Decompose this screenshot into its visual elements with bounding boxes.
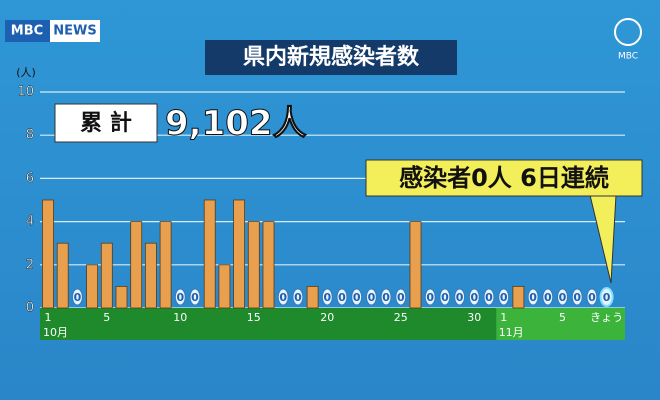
y-unit: (人)	[16, 66, 36, 79]
x-tick-label: 5	[103, 311, 110, 324]
y-tick-label: 10	[17, 85, 34, 100]
zero-label: 0	[485, 291, 493, 304]
y-tick-label: 8	[26, 128, 34, 143]
zero-marker	[586, 288, 598, 306]
x-tick-label: 1	[500, 311, 507, 324]
bar	[130, 221, 143, 309]
bar	[409, 221, 422, 309]
month-label: 10月	[43, 326, 68, 339]
zero-marker	[498, 288, 510, 306]
zero-label: 0	[544, 291, 552, 304]
zero-label: 0	[397, 291, 405, 304]
logo: NEWS	[53, 24, 96, 39]
zero-marker	[439, 288, 451, 306]
y-tick-label: 6	[26, 171, 34, 186]
bar	[203, 199, 216, 309]
zero-label: 0	[559, 291, 567, 304]
x-tick-label: 15	[247, 311, 261, 324]
logo-circle	[614, 18, 642, 46]
zero-marker	[557, 288, 568, 306]
zero-label: 0	[426, 291, 434, 304]
bar	[159, 221, 172, 309]
zero-marker	[483, 288, 495, 306]
bar	[42, 199, 54, 309]
zero-marker	[292, 288, 304, 306]
x-tick-label: 20	[320, 311, 334, 324]
bar	[512, 285, 525, 309]
zero-label: 0	[603, 291, 611, 304]
zero-marker	[599, 287, 614, 307]
x-tick-label: 25	[394, 311, 408, 324]
zero-marker	[542, 288, 554, 306]
zero-marker	[321, 288, 333, 306]
x-tick-label: 10	[173, 311, 187, 324]
zero-marker	[424, 288, 436, 306]
callout: 感染者0人 6日連続	[399, 164, 609, 192]
zero-label: 0	[500, 291, 508, 304]
zero-marker	[174, 288, 186, 306]
bar	[56, 242, 69, 309]
zero-label: 0	[470, 291, 478, 304]
zero-label: 0	[176, 291, 184, 304]
zero-marker	[189, 288, 201, 306]
bar	[218, 264, 231, 309]
logo: MBC	[618, 52, 638, 62]
zero-marker	[395, 288, 407, 306]
y-tick-label: 0	[26, 301, 34, 316]
zero-marker	[380, 288, 392, 306]
zero-label: 0	[441, 291, 449, 304]
month-band	[496, 308, 625, 340]
bar	[233, 199, 246, 309]
bar	[306, 285, 319, 309]
x-tick-label: 5	[559, 311, 566, 324]
zero-marker	[277, 288, 289, 306]
x-tick-label: きょう	[590, 311, 623, 324]
zero-label: 0	[279, 291, 287, 304]
zero-label: 0	[338, 291, 346, 304]
bar	[247, 221, 260, 309]
zero-label: 0	[382, 291, 390, 304]
zero-label: 0	[191, 291, 199, 304]
zero-marker	[365, 288, 377, 306]
zero-label: 0	[588, 291, 596, 304]
zero-label: 0	[456, 291, 464, 304]
chart-title: 県内新規感染者数	[243, 44, 420, 70]
title-box	[205, 40, 457, 75]
bar	[100, 242, 113, 309]
total-value: 9,102人	[165, 104, 307, 144]
bar	[144, 242, 157, 309]
y-tick-label: 4	[26, 214, 34, 229]
zero-label: 0	[353, 291, 361, 304]
callout-box	[365, 159, 643, 197]
zero-marker	[527, 288, 539, 306]
zero-label: 0	[294, 291, 302, 304]
logo: MBC	[11, 24, 43, 39]
month-label: 11月	[499, 326, 524, 339]
zero-marker	[336, 288, 348, 306]
x-tick-label: 1	[45, 311, 52, 324]
logo-box	[5, 20, 50, 42]
total-label: 累 計	[80, 110, 132, 136]
bar	[115, 285, 128, 309]
zero-marker	[351, 288, 363, 306]
bar	[262, 221, 275, 309]
bar	[86, 264, 98, 309]
zero-marker	[468, 288, 480, 306]
logo-box	[50, 20, 100, 42]
y-tick-label: 2	[26, 257, 34, 272]
zero-marker	[454, 288, 466, 306]
zero-label: 0	[573, 291, 581, 304]
zero-label: 0	[368, 291, 376, 304]
total-box	[54, 103, 158, 143]
month-band	[40, 308, 497, 340]
zero-label: 0	[529, 291, 537, 304]
x-tick-label: 30	[467, 311, 481, 324]
zero-marker	[71, 288, 83, 306]
zero-marker	[571, 288, 583, 306]
zero-label: 0	[74, 291, 82, 304]
zero-label: 0	[323, 291, 331, 304]
